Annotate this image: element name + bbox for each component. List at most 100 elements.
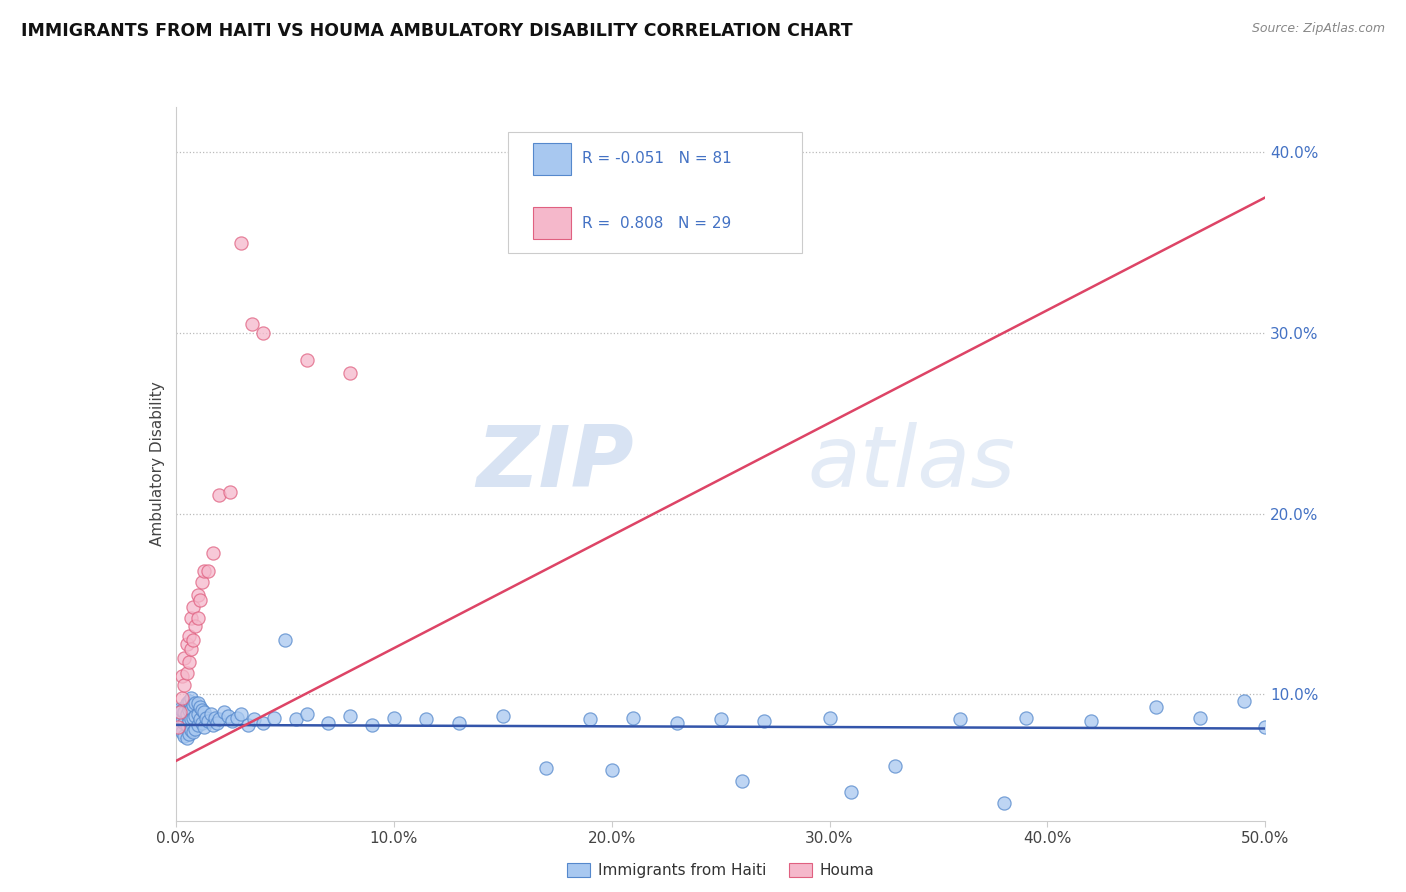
Point bbox=[177, 655, 200, 669]
Text: ZIP: ZIP bbox=[475, 422, 633, 506]
Text: IMMIGRANTS FROM HAITI VS HOUMA AMBULATORY DISABILITY CORRELATION CHART: IMMIGRANTS FROM HAITI VS HOUMA AMBULATOR… bbox=[21, 22, 852, 40]
Point bbox=[184, 722, 207, 736]
Point bbox=[167, 720, 190, 734]
Text: R =  0.808   N = 29: R = 0.808 N = 29 bbox=[582, 216, 731, 230]
Point bbox=[201, 546, 224, 560]
Point bbox=[360, 718, 382, 732]
Point bbox=[172, 714, 194, 729]
Point bbox=[181, 600, 204, 615]
Point bbox=[205, 716, 228, 731]
Point bbox=[579, 713, 602, 727]
Point bbox=[188, 699, 211, 714]
FancyBboxPatch shape bbox=[508, 132, 803, 253]
Point bbox=[169, 705, 191, 719]
Point bbox=[169, 701, 191, 715]
Point bbox=[219, 484, 242, 499]
Point bbox=[754, 714, 776, 729]
Point bbox=[993, 796, 1015, 810]
Point bbox=[188, 713, 211, 727]
Point bbox=[284, 713, 307, 727]
Point bbox=[841, 785, 863, 799]
Point bbox=[173, 678, 195, 692]
Point bbox=[318, 716, 340, 731]
Point bbox=[240, 317, 263, 331]
Point bbox=[177, 727, 200, 741]
Point bbox=[172, 703, 194, 717]
Text: Source: ZipAtlas.com: Source: ZipAtlas.com bbox=[1251, 22, 1385, 36]
Point bbox=[172, 669, 194, 683]
Point bbox=[176, 731, 198, 745]
Point bbox=[949, 713, 972, 727]
Point bbox=[181, 698, 204, 712]
Point bbox=[180, 723, 202, 738]
Point bbox=[212, 705, 235, 719]
Point bbox=[195, 711, 218, 725]
Point bbox=[181, 632, 204, 647]
Point bbox=[600, 763, 623, 777]
Point bbox=[884, 759, 907, 773]
Point bbox=[710, 713, 733, 727]
Point bbox=[295, 707, 318, 722]
Point bbox=[186, 588, 209, 602]
Point bbox=[176, 718, 198, 732]
Point bbox=[415, 713, 437, 727]
Point bbox=[180, 713, 202, 727]
Point bbox=[186, 718, 209, 732]
Point bbox=[252, 326, 274, 340]
Point bbox=[180, 642, 202, 657]
Point bbox=[200, 707, 222, 722]
Point bbox=[180, 690, 202, 705]
Point bbox=[184, 618, 207, 632]
Text: atlas: atlas bbox=[807, 422, 1015, 506]
Legend: Immigrants from Haiti, Houma: Immigrants from Haiti, Houma bbox=[561, 857, 880, 884]
Point bbox=[167, 720, 190, 734]
Point bbox=[263, 711, 285, 725]
Point bbox=[295, 353, 318, 368]
Point bbox=[173, 705, 195, 719]
Point bbox=[193, 565, 215, 579]
Point bbox=[274, 632, 297, 647]
Text: R = -0.051   N = 81: R = -0.051 N = 81 bbox=[582, 152, 733, 166]
Point bbox=[173, 716, 195, 731]
Point bbox=[1015, 711, 1038, 725]
Point bbox=[1189, 711, 1212, 725]
Point bbox=[534, 761, 557, 775]
Point bbox=[197, 565, 219, 579]
Point bbox=[208, 713, 231, 727]
Point bbox=[447, 716, 470, 731]
Point bbox=[193, 705, 215, 719]
Point bbox=[191, 575, 214, 590]
Point bbox=[184, 709, 207, 723]
Point bbox=[252, 716, 274, 731]
Point bbox=[731, 773, 754, 788]
Point bbox=[204, 711, 226, 725]
Point bbox=[492, 709, 515, 723]
Point bbox=[176, 707, 198, 722]
Point bbox=[201, 718, 224, 732]
Point bbox=[231, 235, 253, 250]
Point bbox=[236, 718, 259, 732]
Point bbox=[221, 714, 243, 729]
Point bbox=[197, 714, 219, 729]
Point bbox=[172, 725, 194, 739]
Point bbox=[184, 696, 207, 710]
Point bbox=[231, 707, 253, 722]
Point bbox=[176, 665, 198, 680]
FancyBboxPatch shape bbox=[533, 143, 571, 175]
Point bbox=[191, 716, 214, 731]
Point bbox=[339, 709, 361, 723]
Point bbox=[180, 701, 202, 715]
Point bbox=[177, 629, 200, 643]
Point bbox=[186, 611, 209, 625]
Point bbox=[243, 713, 266, 727]
Point bbox=[217, 709, 239, 723]
Point bbox=[177, 694, 200, 708]
Point bbox=[169, 709, 191, 723]
Point bbox=[176, 637, 198, 651]
Point bbox=[191, 703, 214, 717]
Point bbox=[621, 711, 644, 725]
Point bbox=[1144, 699, 1167, 714]
Point bbox=[666, 716, 689, 731]
Point bbox=[181, 725, 204, 739]
Y-axis label: Ambulatory Disability: Ambulatory Disability bbox=[149, 382, 165, 546]
